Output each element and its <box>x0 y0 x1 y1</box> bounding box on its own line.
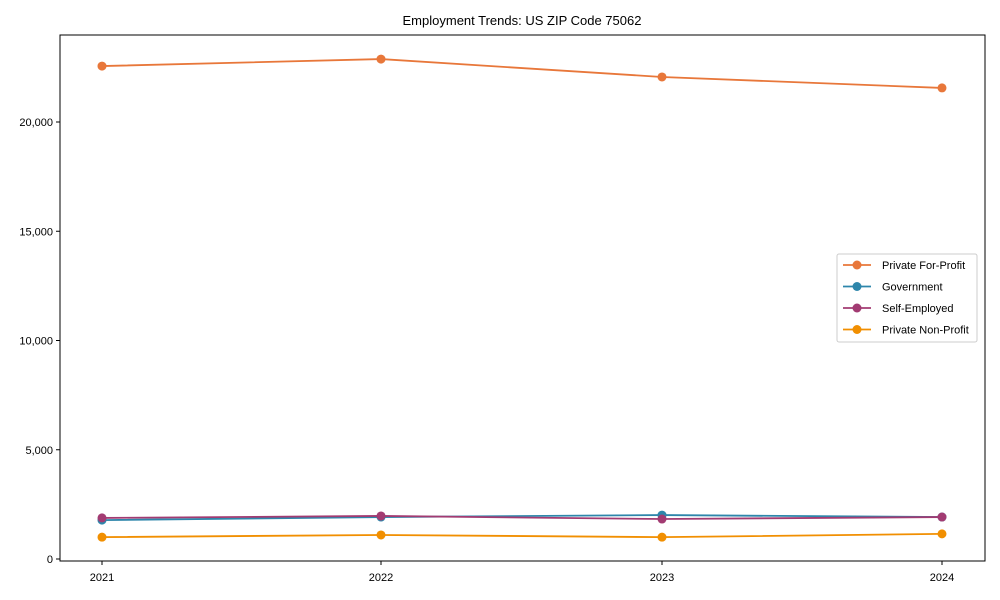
chart-title: Employment Trends: US ZIP Code 75062 <box>403 13 642 28</box>
data-point <box>657 532 667 542</box>
y-tick-label: 0 <box>47 554 53 566</box>
legend-item: Government <box>843 282 943 294</box>
series-line <box>101 532 943 539</box>
series-private-for-profit <box>97 54 947 93</box>
series-line <box>101 514 943 522</box>
x-tick-label: 2023 <box>650 572 674 584</box>
legend-item: Private Non-Profit <box>843 325 969 337</box>
data-point <box>937 512 947 522</box>
data-point <box>97 61 107 71</box>
series-self-employed <box>97 511 947 524</box>
data-point <box>97 532 107 542</box>
legend-marker-icon <box>852 282 862 291</box>
legend-marker-icon <box>852 325 862 334</box>
y-axis: 0 5,000 10,000 15,000 20,000 <box>19 117 60 566</box>
y-tick-label: 20,000 <box>19 117 53 129</box>
x-tick-label: 2022 <box>369 572 393 584</box>
data-point <box>937 83 947 93</box>
legend-marker-icon <box>852 260 862 270</box>
data-point <box>97 513 107 523</box>
series-line <box>101 58 943 89</box>
data-point <box>376 511 386 521</box>
data-point <box>937 529 947 539</box>
x-tick-label: 2024 <box>930 572 954 584</box>
legend-label: Private Non-Profit <box>882 325 969 337</box>
y-tick-label: 5,000 <box>25 445 53 457</box>
data-point <box>376 530 386 540</box>
legend-box <box>836 253 978 343</box>
data-point <box>657 514 667 524</box>
plot-frame <box>59 34 986 562</box>
y-tick-label: 10,000 <box>19 336 53 348</box>
series-private-non-profit <box>97 529 947 542</box>
y-tick-label: 15,000 <box>19 226 53 238</box>
x-tick-label: 2021 <box>90 572 114 584</box>
plot-area <box>97 54 947 542</box>
legend-item: Self-Employed <box>843 303 954 315</box>
legend-label: Private For-Profit <box>882 260 965 272</box>
legend-marker-icon <box>852 303 862 313</box>
series-line <box>101 515 943 520</box>
legend: Private For-Profit Government Self-Employe… <box>836 253 978 343</box>
legend-label: Self-Employed <box>882 303 954 315</box>
x-axis: 2021 2022 2023 2024 <box>90 561 954 584</box>
legend-label: Government <box>882 282 943 294</box>
data-point <box>657 72 667 82</box>
legend-item: Private For-Profit <box>843 260 965 272</box>
data-point <box>376 54 386 64</box>
